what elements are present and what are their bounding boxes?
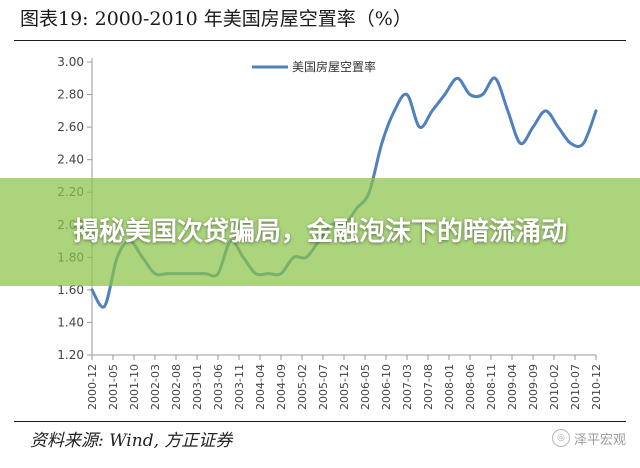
data-point: [469, 94, 471, 96]
wechat-icon: ◎: [551, 429, 570, 447]
data-point: [381, 142, 383, 144]
y-tick-label: 2.80: [57, 88, 84, 102]
y-tick-label: 2.40: [57, 153, 84, 167]
x-tick-label: 2010-07: [569, 364, 582, 410]
data-point: [532, 126, 534, 128]
x-tick-label: 2007-03: [401, 364, 414, 410]
x-tick-label: 2008-01: [443, 364, 456, 410]
y-tick-label: 2.60: [57, 120, 84, 134]
source-note: 资料来源: Wind, 方正证券: [30, 431, 233, 451]
title-divider: [14, 40, 626, 41]
x-tick-label: 2006-10: [380, 364, 393, 410]
data-point: [91, 289, 93, 291]
x-tick-label: 2007-08: [422, 364, 435, 410]
x-tick-label: 2010-02: [548, 364, 561, 410]
data-point: [444, 94, 446, 96]
x-tick-label: 2004-09: [275, 364, 288, 410]
y-tick-label: 1.20: [57, 348, 84, 362]
data-point: [431, 110, 433, 112]
source-divider: [14, 421, 626, 422]
x-axis: 2000-12 2001-05 2001-10 2002-03 2002-08 2003-…: [86, 354, 603, 410]
x-tick-label: 2008-06: [464, 364, 477, 410]
x-tick-label: 2005-12: [338, 364, 351, 410]
x-tick-label: 2008-11: [485, 364, 498, 410]
x-tick-label: 2003-11: [233, 364, 246, 410]
x-tick-label: 2009-09: [527, 364, 540, 410]
data-point: [507, 110, 509, 112]
y-tick-label: 1.40: [57, 315, 84, 329]
data-point: [456, 77, 458, 79]
data-point: [482, 94, 484, 96]
data-point: [104, 305, 106, 307]
x-tick-label: 2009-04: [506, 364, 519, 410]
x-tick-label: 2004-04: [254, 364, 267, 410]
data-point: [393, 110, 395, 112]
y-tick-label: 3.00: [57, 55, 84, 69]
watermark-text: 泽平宏观: [573, 432, 626, 448]
data-point: [595, 110, 597, 112]
x-tick-label: 2002-03: [149, 364, 162, 410]
x-tick-label: 2006-05: [359, 364, 372, 410]
x-tick-label: 2005-02: [296, 364, 309, 410]
watermark: ◎ 泽平宏观: [551, 426, 626, 450]
data-point: [406, 94, 408, 96]
data-point: [494, 77, 496, 79]
x-tick-label: 2002-08: [170, 364, 183, 410]
x-tick-label: 2003-01: [191, 364, 204, 410]
x-tick-label: 2000-12: [86, 364, 99, 410]
x-tick-label: 2005-07: [317, 364, 330, 410]
data-point: [419, 126, 421, 128]
data-point: [570, 142, 572, 144]
y-tick-label: 1.60: [57, 283, 84, 297]
headline-banner[interactable]: 揭秘美国次贷骗局，金融泡沫下的暗流涌动: [0, 178, 640, 286]
data-point: [519, 142, 521, 144]
data-point: [557, 126, 559, 128]
headline-text: 揭秘美国次贷骗局，金融泡沫下的暗流涌动: [72, 217, 567, 247]
data-point: [545, 110, 547, 112]
figure-title: 图表19: 2000-2010 年美国房屋空置率（%）: [20, 8, 412, 30]
x-tick-label: 2010-12: [590, 364, 603, 410]
x-tick-label: 2003-06: [212, 364, 225, 410]
x-tick-label: 2001-10: [128, 364, 141, 410]
legend-label: 美国房屋空置率: [292, 59, 376, 74]
legend: 美国房屋空置率: [252, 59, 376, 74]
x-tick-label: 2001-05: [107, 364, 120, 410]
data-point: [582, 142, 584, 144]
